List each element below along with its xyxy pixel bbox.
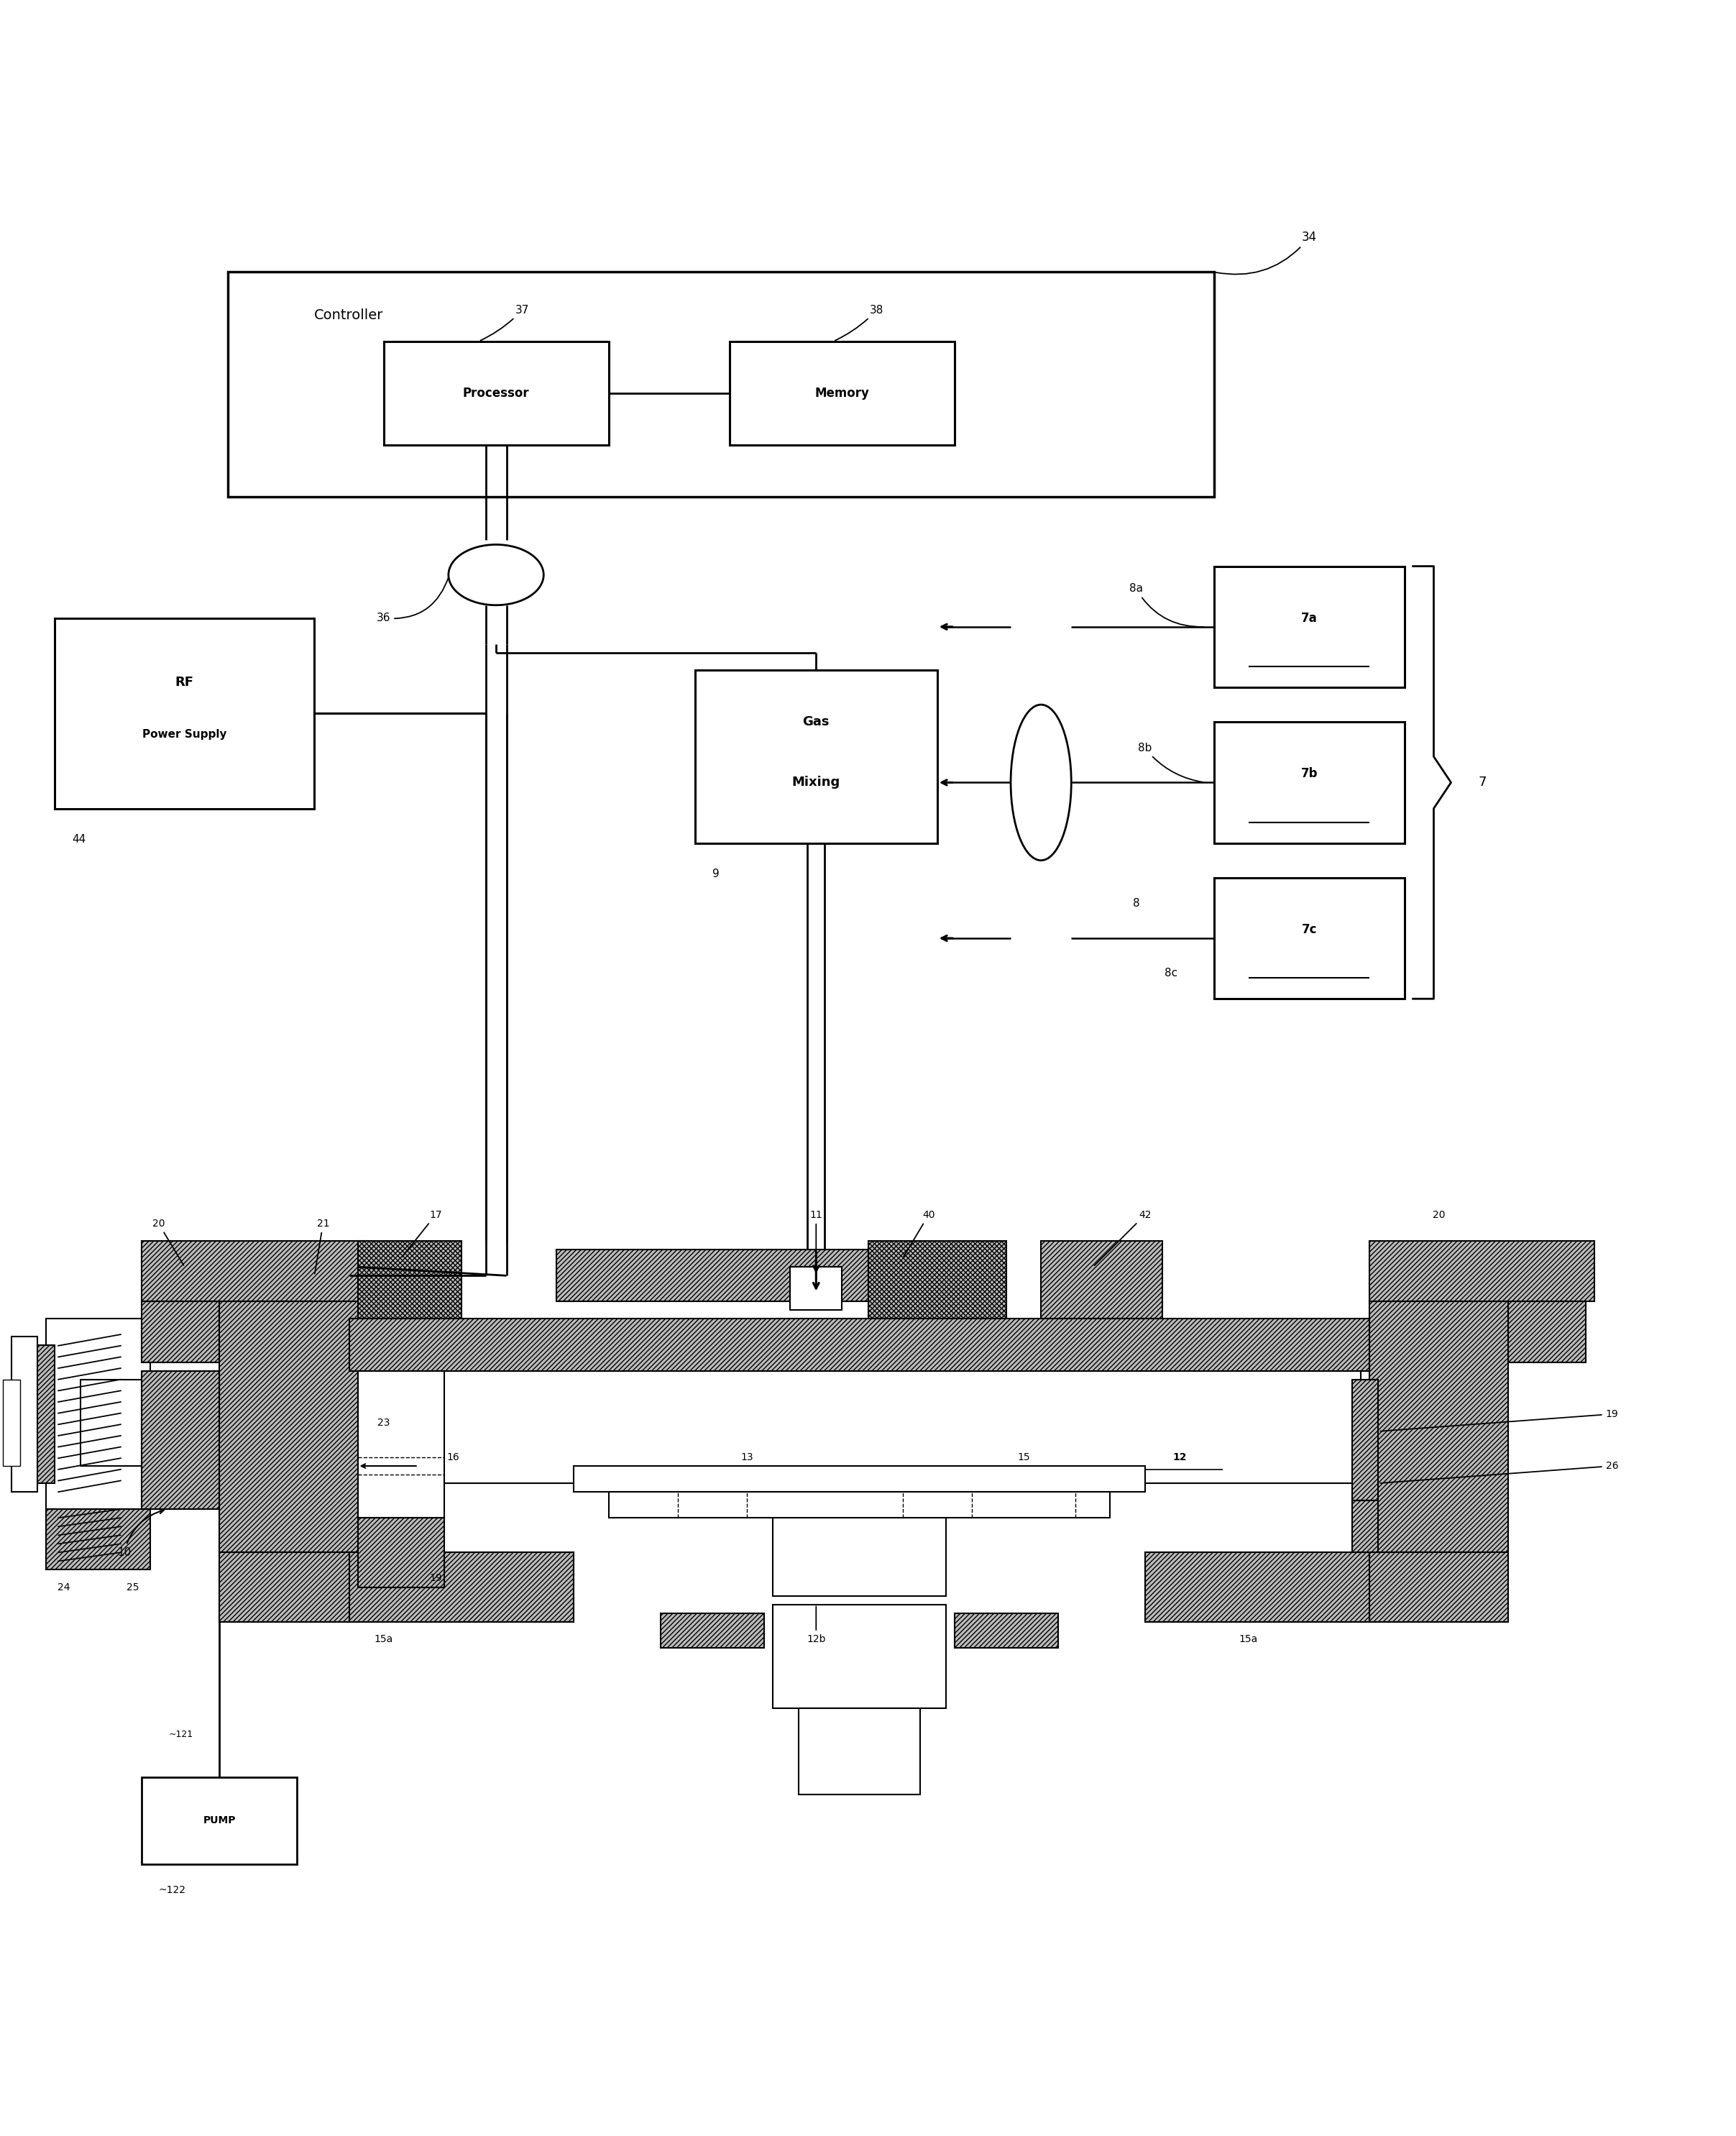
Bar	[1370, 1241, 1595, 1301]
Text: 26: 26	[1380, 1461, 1618, 1482]
Text: 8a: 8a	[1130, 583, 1203, 626]
Text: 40: 40	[904, 1209, 936, 1256]
Text: 15a: 15a	[375, 1634, 392, 1645]
Text: Memory: Memory	[814, 387, 870, 399]
Bar	[141, 1777, 297, 1865]
Text: 38: 38	[835, 305, 884, 340]
Text: 21: 21	[314, 1220, 330, 1273]
Text: 10: 10	[116, 1510, 163, 1557]
Bar	[358, 1371, 1361, 1482]
Text: 23: 23	[377, 1418, 391, 1427]
Text: 37: 37	[481, 305, 529, 340]
Bar	[349, 1318, 1370, 1371]
Bar	[575, 1465, 1144, 1491]
Text: 44: 44	[73, 835, 87, 846]
Text: ~121: ~121	[168, 1730, 193, 1739]
Bar	[773, 1519, 946, 1596]
Bar	[1352, 1502, 1378, 1553]
Bar	[557, 1250, 868, 1301]
Bar	[141, 1241, 366, 1301]
Text: 9: 9	[712, 869, 719, 880]
Bar	[12, 1337, 38, 1491]
Text: 34: 34	[1215, 231, 1316, 273]
Text: 12: 12	[1172, 1452, 1186, 1463]
Text: PUMP: PUMP	[203, 1816, 236, 1826]
Bar	[1042, 1241, 1161, 1318]
Ellipse shape	[448, 545, 543, 604]
Bar	[868, 1241, 1007, 1318]
Bar	[1144, 1553, 1370, 1621]
Text: Mixing: Mixing	[792, 775, 840, 788]
Bar	[1352, 1380, 1378, 1502]
Text: Power Supply: Power Supply	[142, 728, 227, 739]
Text: RF: RF	[175, 675, 194, 688]
Bar	[219, 1301, 358, 1553]
Bar	[1213, 878, 1404, 1000]
Text: 15: 15	[1017, 1452, 1029, 1463]
Text: ~122: ~122	[158, 1884, 186, 1895]
Bar	[358, 1371, 444, 1519]
Bar	[1370, 1553, 1509, 1621]
Text: 20: 20	[153, 1220, 184, 1265]
Bar	[799, 1709, 920, 1794]
Bar	[358, 1241, 462, 1318]
Text: 36: 36	[377, 577, 448, 624]
Text: 7b: 7b	[1300, 767, 1318, 780]
Bar	[82, 1380, 141, 1465]
Text: 12b: 12b	[807, 1606, 826, 1645]
Text: Controller: Controller	[314, 308, 384, 323]
Text: Processor: Processor	[464, 387, 529, 399]
Text: 8b: 8b	[1137, 743, 1203, 782]
Bar	[141, 1371, 219, 1510]
Bar	[358, 1519, 444, 1587]
Bar	[660, 1613, 764, 1647]
Text: 17: 17	[403, 1209, 443, 1256]
Bar	[773, 1604, 946, 1709]
Bar	[955, 1613, 1059, 1647]
Text: 15a: 15a	[1240, 1634, 1259, 1645]
Bar	[47, 1510, 149, 1570]
Text: Gas: Gas	[802, 716, 830, 728]
Bar	[141, 1301, 219, 1363]
Text: 13: 13	[741, 1452, 753, 1463]
Text: 24: 24	[57, 1583, 69, 1591]
Bar	[1370, 1301, 1509, 1553]
Bar	[384, 342, 609, 444]
Text: 20: 20	[1432, 1209, 1444, 1220]
Ellipse shape	[1010, 705, 1071, 861]
Bar	[1213, 566, 1404, 688]
Bar	[219, 1553, 358, 1621]
Text: 7: 7	[1477, 775, 1486, 788]
Bar	[609, 1491, 1111, 1519]
Bar	[47, 1318, 149, 1510]
Bar	[694, 671, 937, 844]
Text: 7a: 7a	[1300, 611, 1318, 624]
Text: 19: 19	[1380, 1410, 1618, 1431]
Bar	[30, 1346, 56, 1482]
Text: 11: 11	[809, 1209, 823, 1256]
Text: 8c: 8c	[1165, 968, 1177, 978]
Bar	[790, 1267, 842, 1309]
Text: 19: 19	[429, 1574, 443, 1583]
Text: 42: 42	[1094, 1209, 1151, 1265]
Bar	[227, 271, 1213, 498]
Text: 25: 25	[127, 1583, 139, 1591]
Bar	[56, 617, 314, 807]
Bar	[3, 1380, 21, 1465]
Bar	[1213, 722, 1404, 844]
Text: 7c: 7c	[1302, 923, 1318, 936]
Bar	[1509, 1301, 1587, 1363]
Bar	[349, 1553, 575, 1621]
Text: 16: 16	[446, 1452, 460, 1463]
Bar	[729, 342, 955, 444]
Text: 8: 8	[1132, 899, 1139, 910]
